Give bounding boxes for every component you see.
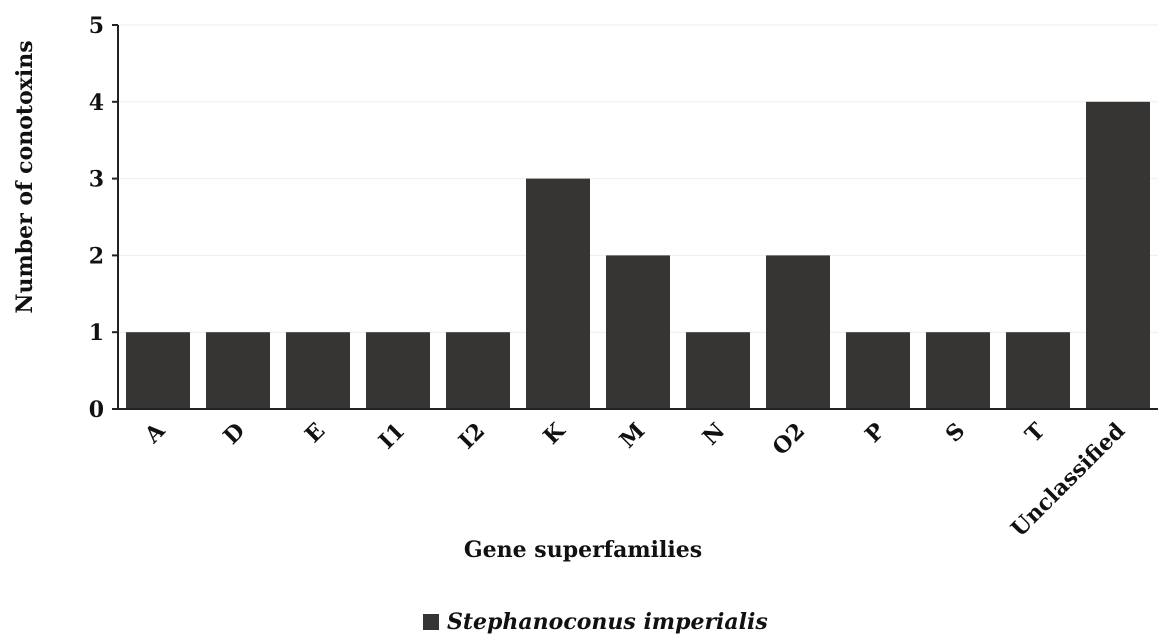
- x-axis-label: Gene superfamilies: [464, 537, 702, 563]
- x-tick-label: D: [218, 418, 250, 450]
- x-tick-label: K: [538, 417, 571, 450]
- x-tick-label: N: [698, 418, 731, 451]
- legend-swatch: [423, 614, 439, 630]
- y-tick-label: 1: [89, 320, 104, 346]
- y-tick-label: 3: [89, 167, 104, 193]
- x-tick-label: I1: [374, 418, 410, 454]
- x-tick-label: S: [941, 418, 971, 448]
- y-tick-label: 5: [89, 13, 104, 39]
- x-tick-label: Unclassified: [1006, 418, 1130, 542]
- x-tick-label: E: [300, 418, 330, 448]
- axes: [117, 25, 1158, 410]
- y-tick-label: 0: [89, 397, 104, 423]
- x-tick-label: I2: [454, 418, 490, 454]
- bar-unclassified: [1086, 101, 1150, 410]
- bar-a: [126, 332, 190, 409]
- bar-s: [926, 332, 990, 409]
- x-tick-label: M: [615, 418, 651, 454]
- bar-o2: [766, 255, 830, 409]
- bar-i2: [446, 332, 510, 409]
- x-tick-label: P: [860, 418, 890, 448]
- bar-m: [606, 255, 670, 409]
- legend-label: Stephanoconus imperialis: [447, 609, 768, 635]
- y-axis-label: Number of conotoxins: [12, 40, 38, 313]
- bar-i1: [366, 332, 430, 409]
- bar-k: [526, 178, 590, 409]
- legend: Stephanoconus imperialis: [423, 609, 768, 635]
- y-tick-label: 4: [89, 90, 104, 116]
- bar-p: [846, 332, 910, 409]
- y-tick-label: 2: [89, 243, 104, 269]
- bar-e: [286, 332, 350, 409]
- x-tick-label: O2: [767, 418, 810, 461]
- bar-d: [206, 332, 270, 409]
- x-tick-label: A: [139, 417, 171, 449]
- bar-t: [1006, 332, 1070, 409]
- y-tick-labels: 0 1 2 3 4 5: [89, 13, 118, 423]
- bar-n: [686, 332, 750, 409]
- x-tick-label: T: [1020, 417, 1050, 447]
- bars: [126, 101, 1150, 410]
